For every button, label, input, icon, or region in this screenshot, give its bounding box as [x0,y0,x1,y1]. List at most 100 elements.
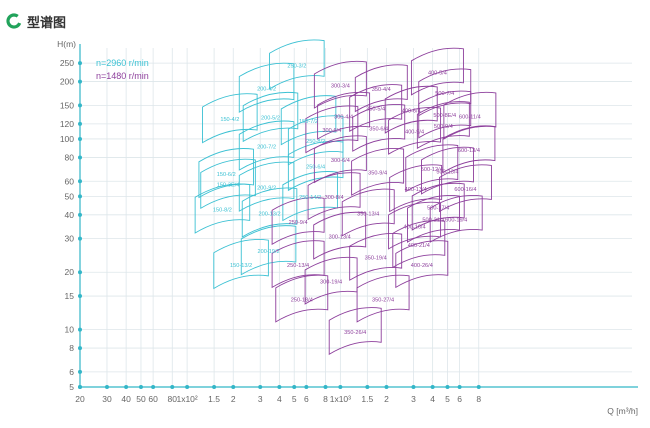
pump-envelope [438,164,492,213]
x-tick-label: 1.5 [361,394,373,404]
pump-envelope [328,307,382,356]
pump-model-label: 250-8/2 [306,139,325,145]
y-tick-label: 250 [60,58,74,68]
y-tick-dot [78,346,82,351]
pump-model-label: 300-3/4 [331,83,350,89]
x-tick-label: 40 [121,394,131,404]
x-tick-dot [323,385,328,389]
y-tick-label: 5 [69,382,74,392]
x-tick-dot [104,385,109,389]
y-tick-label: 6 [69,367,74,377]
pump-model-label: 500-7/4 [435,91,454,97]
pump-envelope [349,233,403,281]
pump-envelope [354,64,408,113]
chart-title: 型谱图 [27,15,67,31]
y-tick-label: 20 [65,267,75,277]
pump-model-label: 500-17/4 [427,205,449,211]
pump-model-label: 150-3E/4 [217,183,240,189]
pump-envelope [341,188,395,237]
pump-model-label: 600-13/4 [458,148,480,154]
x-tick-dot [338,385,343,389]
pump-model-label: 350-5/4 [366,107,385,113]
x-tick-dot [138,385,143,389]
pump-model-label: 350-26/4 [344,330,366,336]
pump-model-label: 400-9/4 [405,130,424,136]
pump-envelope [194,183,251,234]
y-tick-label: 40 [65,210,75,220]
y-tick-dot [78,212,82,217]
pump-model-label: 300-4/4 [334,114,353,120]
pump-envelope [356,274,410,323]
pump-envelope [241,187,298,238]
pump-envelope [275,274,329,323]
y-tick-dot [78,103,82,108]
pump-model-label: 350-19/4 [365,256,387,262]
y-tick-dot [78,294,82,299]
x-tick-label: 20 [75,394,85,404]
x-tick-label: 4 [277,394,282,404]
x-tick-dot [292,385,297,389]
x-tick-dot [411,385,416,389]
y-tick-label: 50 [65,191,75,201]
pump-envelope [238,120,295,171]
pump-model-label: 500-8E/4 [433,113,456,119]
pump-model-label: 300-6/4 [331,158,350,164]
pump-model-label: 600-11/4 [459,114,481,120]
y-tick-dot [78,79,82,84]
chart-header: 型谱图 [6,10,66,32]
x-tick-label: 50 [136,394,146,404]
x-tick-dot [258,385,263,389]
pump-envelope [280,95,337,146]
pump-envelope [421,146,474,195]
pump-envelope [407,195,460,243]
x-tick-dot [124,385,129,389]
pump-model-label: 350-4/4 [372,87,391,93]
x-tick-dot [231,385,236,389]
pump-model-label: 400-16/4 [404,224,426,230]
pump-model-label: 400-6/4 [402,108,421,114]
x-tick-dot [430,385,435,389]
x-tick-label: 30 [102,394,112,404]
pump-model-label: 300-8/4 [325,195,344,201]
y-tick-dot [78,270,82,275]
y-axis-label: H(m) [57,39,76,49]
x-tick-label: 3 [411,394,416,404]
pump-model-label: 250-3/2 [287,63,306,69]
pump-envelope [411,182,465,231]
pump-envelope [242,92,299,143]
pump-envelope [269,39,325,90]
x-tick-label: 80 [168,394,178,404]
pump-envelope [405,144,459,193]
pump-model-label: 350-13/4 [357,211,379,217]
y-tick-label: 100 [60,134,74,144]
pump-envelope [395,240,449,289]
pump-envelope [213,239,269,290]
pump-envelope [351,148,405,196]
pump-envelope [410,47,464,96]
x-tick-label: 5 [292,394,297,404]
pump-model-label: 400-5/4 [428,70,447,76]
x-tick-label: 5 [445,394,450,404]
pump-envelope [418,90,472,139]
x-tick-label: 1.5 [208,394,220,404]
y-tick-dot [78,194,82,199]
x-tick-dot [304,385,309,389]
pump-model-label: 400-26/4 [411,263,433,269]
y-tick-dot [78,121,82,126]
y-tick-label: 80 [65,152,75,162]
pump-model-label: 250-13/4 [287,263,309,269]
pump-envelope [238,62,295,113]
pump-envelope [317,91,371,140]
pump-envelope [392,220,446,269]
pump-model-label: 150-8/2 [213,207,232,213]
pump-envelope [416,101,470,150]
x-tick-label: 1x10² [176,394,197,404]
y-tick-label: 150 [60,100,74,110]
pump-model-label: 200-13/2 [258,211,280,217]
y-tick-label: 15 [65,291,75,301]
x-tick-dot [384,385,389,389]
x-tick-label: 6 [304,394,309,404]
x-tick-label: 2 [231,394,236,404]
x-tick-label: 4 [430,394,435,404]
